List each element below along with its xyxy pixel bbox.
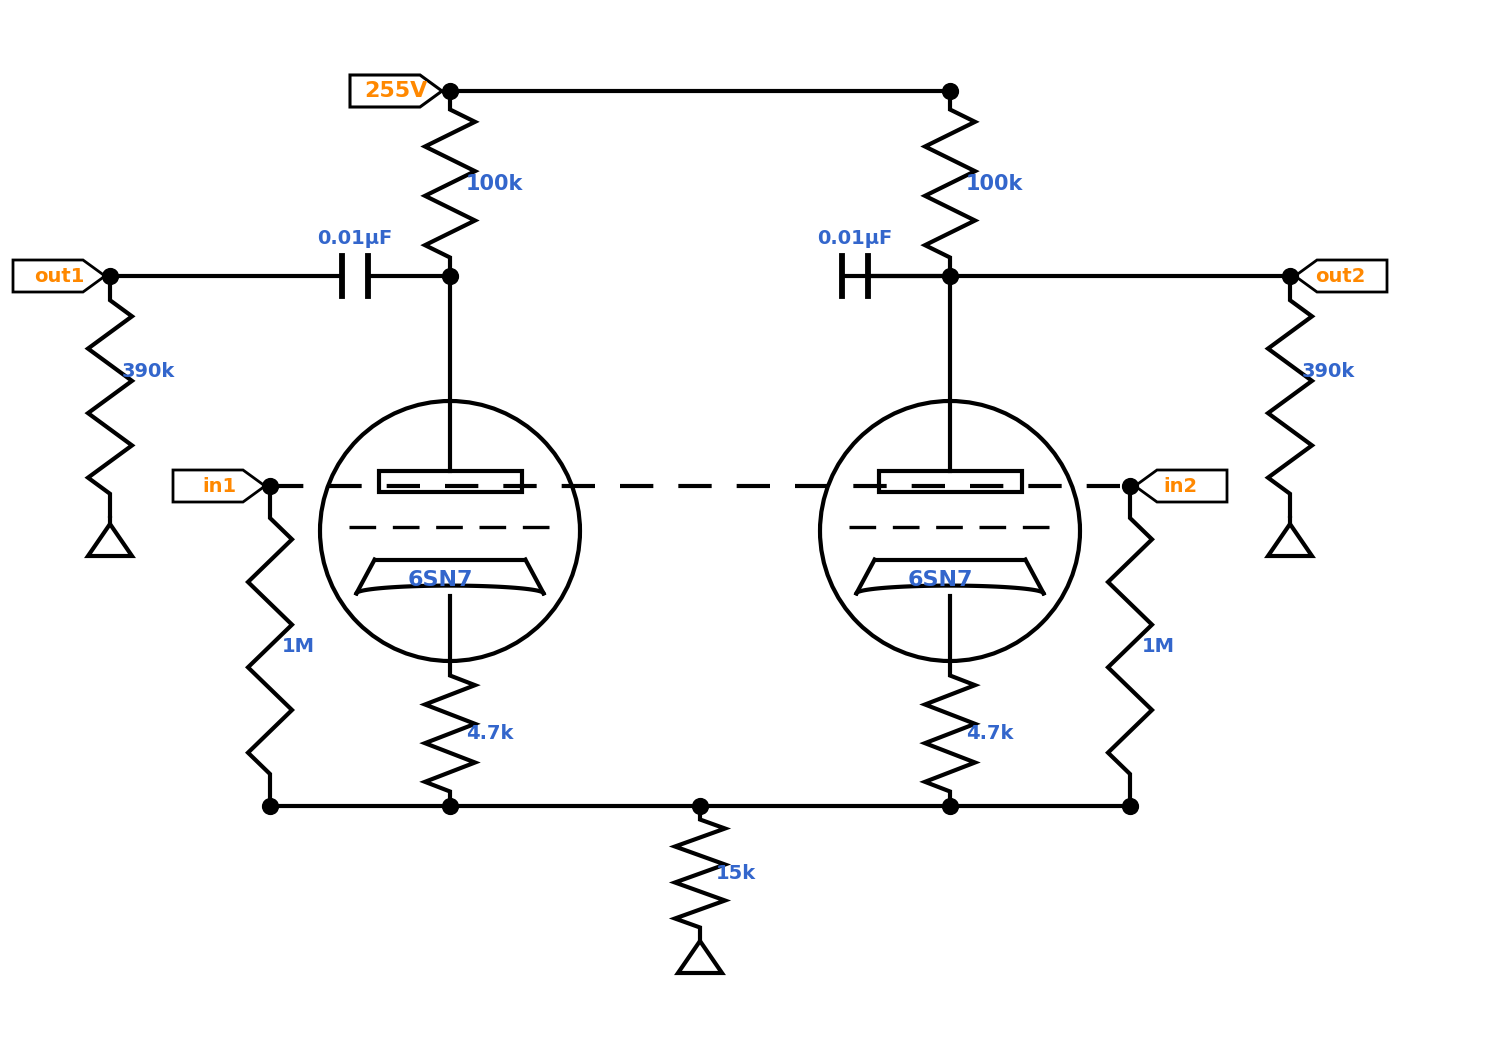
Point [938, 797, 961, 814]
Text: 4.7k: 4.7k [966, 723, 1014, 743]
Text: 4.7k: 4.7k [466, 723, 514, 743]
Point [99, 268, 122, 284]
Text: 15k: 15k [717, 864, 755, 883]
Text: 1M: 1M [1142, 636, 1175, 656]
Polygon shape [1294, 260, 1387, 291]
Text: out1: out1 [34, 266, 85, 285]
Text: 0.01μF: 0.01μF [318, 229, 393, 248]
Point [1118, 478, 1142, 494]
Point [1118, 797, 1142, 814]
Text: 0.01μF: 0.01μF [817, 229, 893, 248]
Text: 390k: 390k [122, 361, 175, 381]
Point [688, 797, 712, 814]
Point [258, 797, 282, 814]
Polygon shape [1135, 469, 1227, 502]
Point [437, 268, 461, 284]
Point [437, 797, 461, 814]
Text: 6SN7: 6SN7 [908, 570, 973, 590]
Text: 6SN7: 6SN7 [408, 570, 473, 590]
Point [938, 268, 961, 284]
Point [258, 478, 282, 494]
Polygon shape [349, 75, 442, 107]
Text: 255V: 255V [364, 81, 428, 101]
Text: 1M: 1M [282, 636, 315, 656]
Text: in2: in2 [1163, 477, 1197, 496]
Point [1278, 268, 1302, 284]
Text: 100k: 100k [966, 174, 1023, 194]
Polygon shape [13, 260, 105, 291]
Text: 100k: 100k [466, 174, 524, 194]
Text: out2: out2 [1315, 266, 1366, 285]
Text: in1: in1 [203, 477, 236, 496]
Point [938, 82, 961, 99]
Text: 390k: 390k [1302, 361, 1356, 381]
Polygon shape [173, 469, 264, 502]
Point [437, 82, 461, 99]
